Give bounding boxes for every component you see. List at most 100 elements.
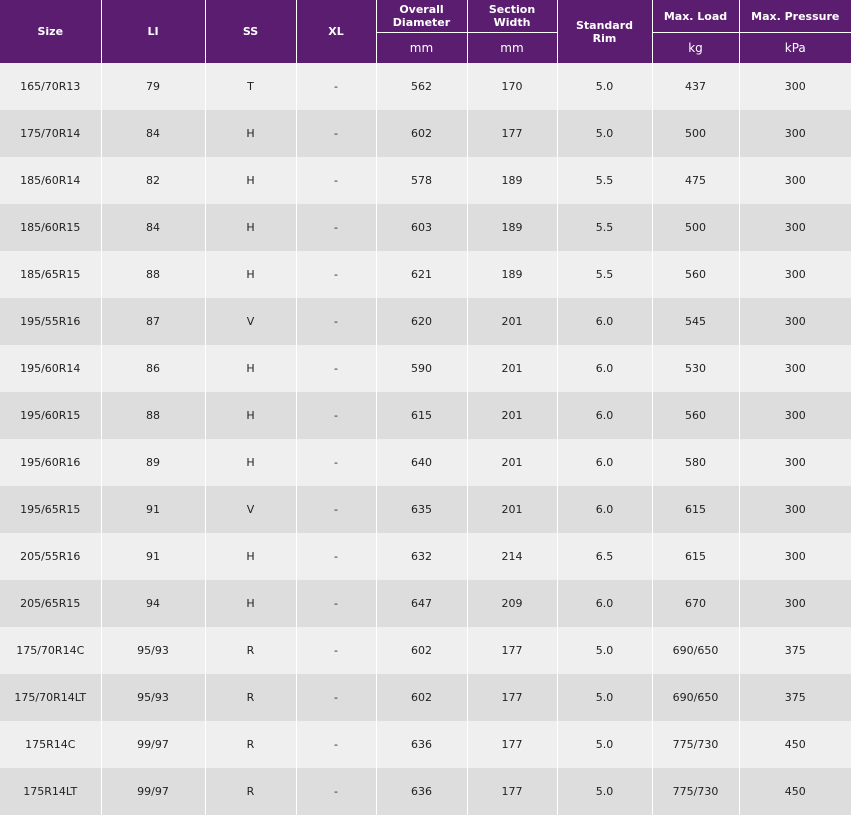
cell-xl: - <box>296 110 377 157</box>
cell-max-pressure: 300 <box>739 204 851 251</box>
cell-xl: - <box>296 298 377 345</box>
cell-max-load: 437 <box>652 63 740 110</box>
cell-max-load: 690/650 <box>652 627 740 674</box>
table-row: 175R14LT 99/97 R -636 177 5.0 775/730 450 <box>0 768 851 815</box>
cell-max-load: 475 <box>652 157 740 204</box>
cell-standard-rim: 5.5 <box>557 204 653 251</box>
cell-xl: - <box>296 345 377 392</box>
cell-li: 94 <box>101 580 206 627</box>
overall-diameter-line1: Overall <box>399 3 444 16</box>
cell-max-load: 560 <box>652 392 740 439</box>
cell-size: 175/70R14 <box>0 110 102 157</box>
table-row: 175/70R14 84 H -602 177 5.0 500 300 <box>0 110 851 157</box>
cell-section-width: 189 <box>467 204 558 251</box>
section-width-line1: Section <box>488 3 536 16</box>
cell-xl: - <box>296 204 377 251</box>
cell-max-pressure: 300 <box>739 439 851 486</box>
cell-size: 185/60R15 <box>0 204 102 251</box>
standard-rim-line2: Rim <box>592 31 617 45</box>
cell-section-width: 177 <box>467 674 558 721</box>
cell-max-pressure: 300 <box>739 63 851 110</box>
cell-xl: - <box>296 439 377 486</box>
cell-size: 175R14LT <box>0 768 102 815</box>
cell-ss: V <box>205 298 297 345</box>
cell-li: 84 <box>101 110 206 157</box>
table-row: 165/70R13 79 T -562 170 5.0 437 300 <box>0 63 851 110</box>
cell-ss: H <box>205 439 297 486</box>
cell-ss: H <box>205 110 297 157</box>
col-header-standard-rim: Standard Rim <box>557 0 653 63</box>
table-header: Size LI SS XL Overall Diameter Section W… <box>0 0 851 63</box>
table-row: 185/60R15 84 H -603 189 5.5 500 300 <box>0 204 851 251</box>
col-header-max-load: Max. Load <box>652 0 740 33</box>
cell-section-width: 201 <box>467 298 558 345</box>
cell-size: 195/60R14 <box>0 345 102 392</box>
cell-overall-diameter: 562 <box>376 63 468 110</box>
cell-standard-rim: 6.0 <box>557 298 653 345</box>
cell-max-load: 690/650 <box>652 674 740 721</box>
cell-xl: - <box>296 486 377 533</box>
cell-ss: H <box>205 580 297 627</box>
cell-max-load: 580 <box>652 439 740 486</box>
cell-standard-rim: 5.0 <box>557 721 653 768</box>
cell-section-width: 201 <box>467 392 558 439</box>
cell-section-width: 189 <box>467 157 558 204</box>
cell-section-width: 189 <box>467 251 558 298</box>
cell-section-width: 201 <box>467 345 558 392</box>
cell-size: 195/60R16 <box>0 439 102 486</box>
cell-section-width: 177 <box>467 721 558 768</box>
cell-li: 89 <box>101 439 206 486</box>
unit-max-load: kg <box>652 32 740 63</box>
cell-max-load: 530 <box>652 345 740 392</box>
cell-max-pressure: 300 <box>739 110 851 157</box>
table-row: 195/60R16 89 H -640 201 6.0 580 300 <box>0 439 851 486</box>
cell-ss: V <box>205 486 297 533</box>
cell-size: 175/70R14LT <box>0 674 102 721</box>
table-row: 175/70R14C 95/93 R -602 177 5.0 690/650 375 <box>0 627 851 674</box>
table-row: 195/55R16 87 V -620 201 6.0 545 300 <box>0 298 851 345</box>
cell-max-pressure: 375 <box>739 627 851 674</box>
cell-size: 165/70R13 <box>0 63 102 110</box>
table-row: 195/65R15 91 V -635 201 6.0 615 300 <box>0 486 851 533</box>
col-header-overall-diameter: Overall Diameter <box>376 0 468 33</box>
cell-standard-rim: 6.0 <box>557 580 653 627</box>
cell-max-load: 670 <box>652 580 740 627</box>
col-header-size: Size <box>0 0 102 63</box>
cell-xl: - <box>296 533 377 580</box>
cell-xl: - <box>296 251 377 298</box>
cell-standard-rim: 6.5 <box>557 533 653 580</box>
cell-overall-diameter: 602 <box>376 674 468 721</box>
table-row: 205/55R16 91 H -632 214 6.5 615 300 <box>0 533 851 580</box>
cell-size: 195/60R15 <box>0 392 102 439</box>
cell-xl: - <box>296 768 377 815</box>
col-header-section-width: Section Width <box>467 0 558 33</box>
cell-max-pressure: 375 <box>739 674 851 721</box>
cell-standard-rim: 6.0 <box>557 345 653 392</box>
cell-overall-diameter: 602 <box>376 110 468 157</box>
cell-max-load: 545 <box>652 298 740 345</box>
table-row: 195/60R14 86 H -590 201 6.0 530 300 <box>0 345 851 392</box>
cell-overall-diameter: 647 <box>376 580 468 627</box>
col-header-xl: XL <box>296 0 377 63</box>
cell-xl: - <box>296 580 377 627</box>
cell-overall-diameter: 620 <box>376 298 468 345</box>
cell-section-width: 214 <box>467 533 558 580</box>
cell-ss: H <box>205 204 297 251</box>
cell-max-load: 500 <box>652 110 740 157</box>
cell-overall-diameter: 602 <box>376 627 468 674</box>
cell-max-pressure: 300 <box>739 345 851 392</box>
cell-xl: - <box>296 627 377 674</box>
cell-li: 82 <box>101 157 206 204</box>
cell-size: 205/55R16 <box>0 533 102 580</box>
cell-standard-rim: 5.5 <box>557 157 653 204</box>
cell-max-pressure: 450 <box>739 721 851 768</box>
cell-ss: H <box>205 157 297 204</box>
cell-li: 91 <box>101 533 206 580</box>
cell-max-pressure: 300 <box>739 157 851 204</box>
standard-rim-line1: Standard <box>575 18 634 32</box>
cell-standard-rim: 6.0 <box>557 392 653 439</box>
table-row: 195/60R15 88 H -615 201 6.0 560 300 <box>0 392 851 439</box>
cell-li: 87 <box>101 298 206 345</box>
cell-section-width: 177 <box>467 110 558 157</box>
